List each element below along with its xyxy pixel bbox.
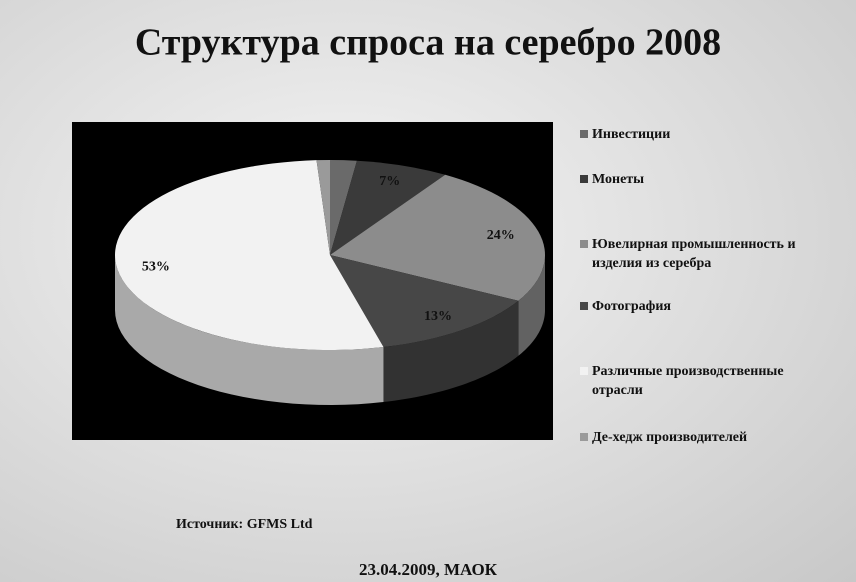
data-label: 7% — [379, 174, 400, 189]
slice-side — [115, 255, 384, 405]
legend-item: Различные производственные отрасли — [580, 362, 830, 400]
legend-swatch — [580, 367, 588, 375]
legend-label: Различные производственные отрасли — [592, 364, 784, 398]
data-label: 24% — [487, 228, 515, 243]
data-label: 13% — [424, 309, 452, 324]
slice — [330, 160, 446, 255]
slice — [115, 160, 384, 350]
legend-swatch — [580, 433, 588, 441]
slice — [316, 160, 330, 255]
legend-swatch — [580, 302, 588, 310]
legend-item: Монеты — [580, 170, 830, 189]
legend-item: Инвестиции — [580, 125, 830, 144]
source: Источник: GFMS Ltd — [176, 517, 313, 532]
slice — [330, 160, 357, 255]
slice-side — [518, 255, 545, 356]
chart-title: Структура спроса на серебро 2008 — [135, 22, 721, 64]
data-label: 53% — [142, 259, 170, 274]
legend-label: Фотография — [592, 299, 672, 314]
legend-label: Ювелирная промышленность и изделия из се… — [592, 237, 796, 271]
legend-swatch — [580, 175, 588, 183]
legend-swatch — [580, 130, 588, 138]
slice — [330, 255, 519, 348]
legend-swatch — [580, 240, 588, 248]
legend-label: Монеты — [592, 172, 645, 187]
legend-label: Инвестиции — [592, 127, 671, 142]
legend-item: Ювелирная промышленность и изделия из се… — [580, 235, 830, 273]
legend-item: Де-хедж производителей — [580, 428, 830, 447]
slice-side — [383, 300, 519, 403]
footer: 23.04.2009, МАОК — [358, 560, 498, 579]
legend-item: Фотография — [580, 297, 830, 316]
legend-label: Де-хедж производителей — [592, 430, 748, 445]
slice — [330, 174, 545, 301]
